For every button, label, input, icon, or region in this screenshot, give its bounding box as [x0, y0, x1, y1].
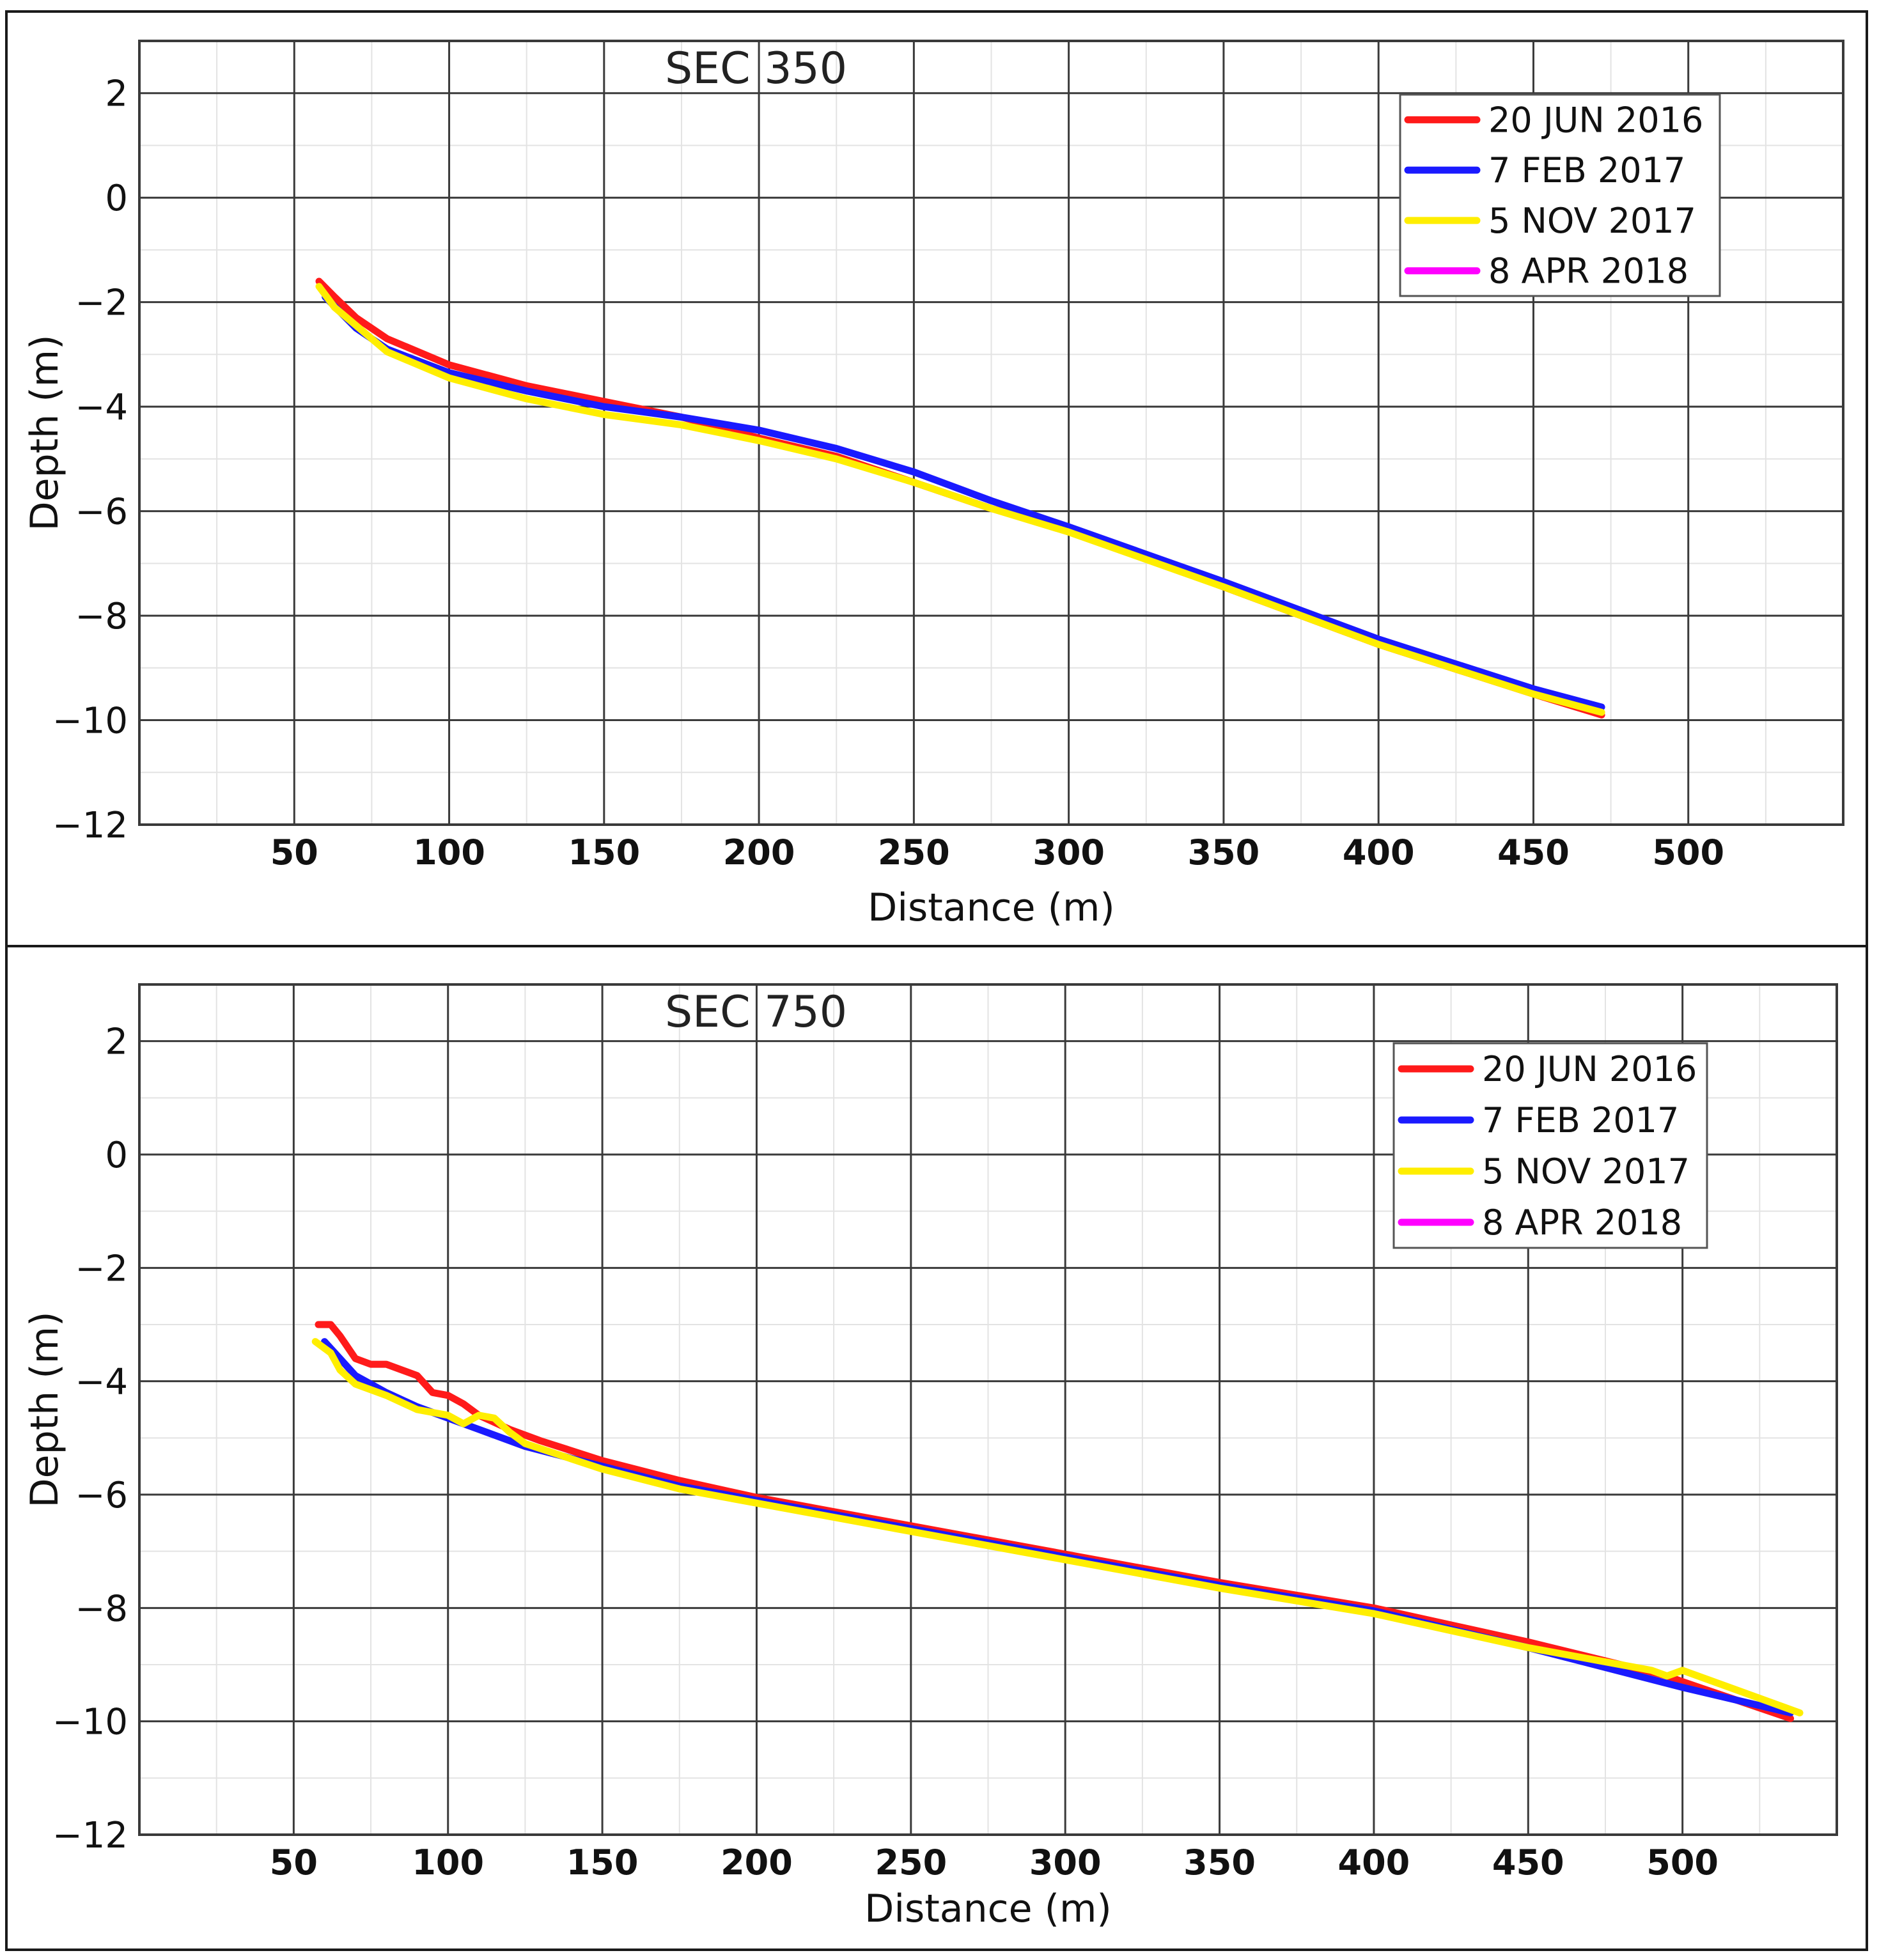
legend: 20 JUN 2016 7 FEB 2017 5 NOV 2017 8 APR 201…	[1392, 1042, 1708, 1249]
x-tick-label: 450	[1497, 832, 1570, 873]
x-axis-label: Distance (m)	[864, 1886, 1112, 1931]
legend-label: 7 FEB 2017	[1482, 1100, 1679, 1140]
figure-border	[5, 10, 1868, 1951]
y-tick-labels: 2 0 −2 −4 −6 −8 −10 −12	[52, 1022, 128, 1856]
legend-label: 7 FEB 2017	[1488, 150, 1685, 191]
y-tick-label: −10	[52, 1702, 128, 1743]
x-tick-label: 50	[270, 832, 318, 873]
y-tick-label: −4	[75, 387, 128, 428]
y-tick-label: −10	[52, 701, 128, 742]
legend-label: 5 NOV 2017	[1488, 201, 1696, 241]
legend-label: 8 APR 2018	[1482, 1202, 1682, 1243]
major-grid	[139, 984, 1837, 1835]
legend-label: 5 NOV 2017	[1482, 1151, 1690, 1192]
legend: 20 JUN 2016 7 FEB 2017 5 NOV 2017 8 APR 201…	[1399, 93, 1721, 297]
y-tick-label: −2	[75, 1248, 128, 1289]
y-axis-label: Depth (m)	[22, 1311, 67, 1507]
chart-title: SEC 750	[665, 987, 847, 1038]
y-tick-label: −4	[75, 1362, 128, 1403]
x-tick-label: 200	[723, 832, 795, 873]
legend-label: 20 JUN 2016	[1482, 1049, 1697, 1089]
y-tick-label: 0	[105, 1135, 128, 1176]
y-tick-label: −8	[75, 596, 128, 637]
y-tick-label: 2	[105, 74, 128, 115]
series-line	[315, 283, 1605, 716]
legend-label: 20 JUN 2016	[1488, 100, 1703, 140]
x-tick-label: 400	[1343, 832, 1415, 873]
plot-frame	[138, 983, 1838, 1836]
chart-panel-sec-750: 2 0 −2 −4 −6 −8 −10 −12 50 100 150 200 250 300 350 400…	[22, 983, 1838, 1931]
series-layer	[311, 1321, 1804, 1722]
x-tick-label: 500	[1652, 832, 1724, 873]
x-tick-label: 150	[568, 832, 640, 873]
series-layer	[315, 277, 1605, 719]
chart-title: SEC 350	[665, 43, 847, 94]
x-tick-label: 100	[412, 1842, 484, 1883]
x-tick-label: 400	[1338, 1842, 1410, 1883]
legend-label: 8 APR 2018	[1488, 251, 1688, 292]
series-line	[311, 1338, 1804, 1716]
y-tick-label: −12	[52, 1815, 128, 1856]
x-tick-label: 300	[1029, 1842, 1102, 1883]
y-tick-labels: 2 0 −2 −4 −6 −8 −10 −12	[52, 74, 128, 846]
y-tick-label: −12	[52, 805, 128, 846]
y-tick-label: 2	[105, 1022, 128, 1063]
x-tick-label: 300	[1033, 832, 1105, 873]
y-axis-label: Depth (m)	[22, 334, 67, 531]
major-grid	[139, 41, 1843, 825]
y-tick-label: 0	[105, 178, 128, 219]
y-tick-label: −6	[75, 1475, 128, 1516]
x-tick-label: 250	[875, 1842, 947, 1883]
y-tick-label: −6	[75, 492, 128, 533]
legend-box	[1399, 93, 1721, 297]
x-tick-label: 200	[721, 1842, 793, 1883]
x-tick-label: 350	[1188, 832, 1260, 873]
x-axis-label: Distance (m)	[868, 885, 1115, 930]
plot-frame	[138, 40, 1844, 826]
x-tick-label: 150	[566, 1842, 639, 1883]
y-tick-label: −8	[75, 1588, 128, 1629]
chart-panel-sec-350: 2 0 −2 −4 −6 −8 −10 −12 50 100 150 200 250 300 350 400…	[22, 40, 1844, 930]
x-tick-labels: 50 100 150 200 250 300 350 400 450 500	[270, 832, 1724, 873]
x-tick-label: 50	[270, 1842, 318, 1883]
x-tick-label: 500	[1646, 1842, 1719, 1883]
x-tick-label: 100	[413, 832, 485, 873]
legend-box	[1392, 1042, 1708, 1249]
x-tick-label: 350	[1183, 1842, 1256, 1883]
x-tick-label: 250	[878, 832, 950, 873]
x-tick-label: 450	[1492, 1842, 1564, 1883]
x-tick-labels: 50 100 150 200 250 300 350 400 450 500	[270, 1842, 1719, 1883]
y-tick-label: −2	[75, 283, 128, 324]
